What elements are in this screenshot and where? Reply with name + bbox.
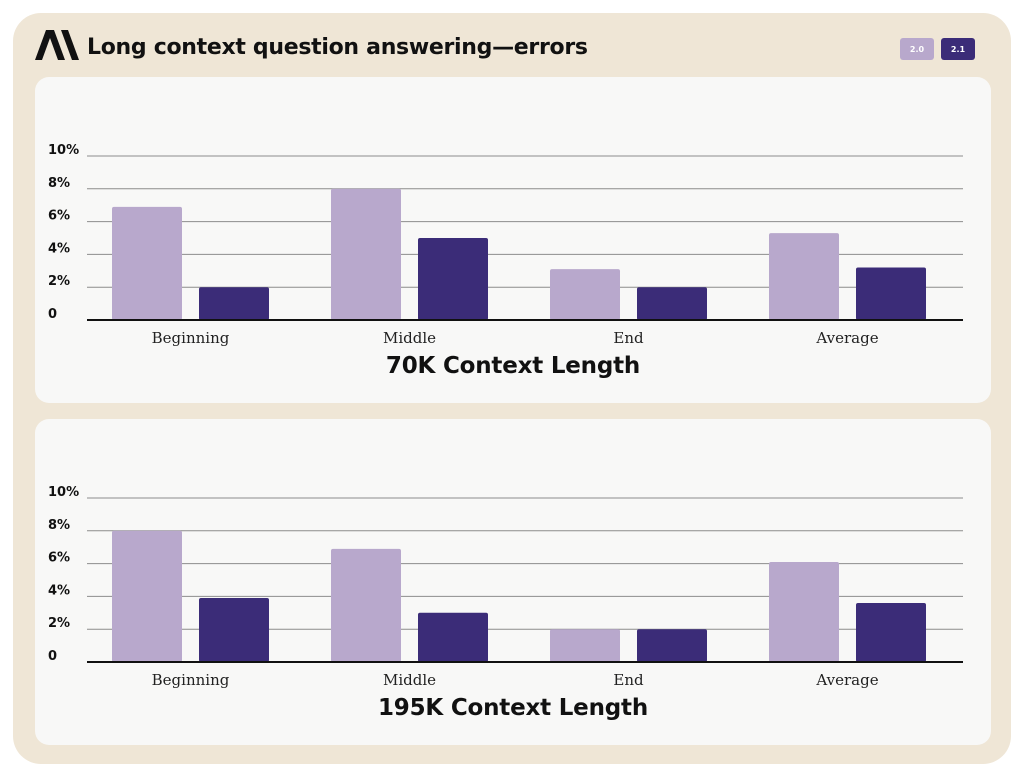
x-tick-label-beginning: Beginning <box>152 329 230 347</box>
bar-chart-70k: 0 2% 4% 6% 8% 10% Beginning Middle End Average <box>48 143 963 347</box>
y-tick-label: 8% <box>48 176 70 191</box>
x-tick-label-beginning: Beginning <box>152 671 230 689</box>
legend-item-2-0: 2.0 <box>900 38 934 60</box>
y-tick-label: 10% <box>48 485 79 500</box>
y-tick-label: 2% <box>48 274 70 289</box>
bar-average-2-0 <box>769 561 839 662</box>
bar-end-2-1 <box>637 287 707 320</box>
y-tick-label: 10% <box>48 143 79 158</box>
bar-average-2-1 <box>856 267 926 320</box>
bar-middle-2-0 <box>331 188 401 320</box>
bar-beginning-2-1 <box>199 598 269 662</box>
header: Long context question answering—errors 2… <box>13 13 1011 77</box>
bar-middle-2-1 <box>418 612 488 662</box>
y-tick-label: 0 <box>48 649 57 664</box>
bar-average-2-1 <box>856 602 926 662</box>
y-tick-label: 4% <box>48 583 70 598</box>
anthropic-logo-icon <box>35 30 79 60</box>
bar-end-2-0 <box>550 629 620 662</box>
chart-panel-70k: 0 2% 4% 6% 8% 10% Beginning Middle End Average 70… <box>35 77 991 403</box>
y-tick-label: 4% <box>48 241 70 256</box>
bar-beginning-2-1 <box>199 287 269 320</box>
y-tick-label: 6% <box>48 209 70 224</box>
x-tick-label-middle: Middle <box>383 671 436 689</box>
x-tick-label-end: End <box>613 671 644 689</box>
x-tick-label-average: Average <box>815 671 878 689</box>
y-tick-label: 8% <box>48 518 70 533</box>
bar-end-2-1 <box>637 629 707 662</box>
bar-beginning-2-0 <box>112 206 182 320</box>
y-tick-label: 6% <box>48 551 70 566</box>
x-tick-label-end: End <box>613 329 644 347</box>
y-tick-label: 2% <box>48 616 70 631</box>
y-tick-label: 0 <box>48 307 57 322</box>
x-tick-label-middle: Middle <box>383 329 436 347</box>
legend: 2.0 2.1 <box>900 38 975 60</box>
chart-title-70k: 70K Context Length <box>385 353 641 379</box>
bar-middle-2-1 <box>418 238 488 320</box>
legend-item-2-1: 2.1 <box>941 38 975 60</box>
bar-chart-195k: 0 2% 4% 6% 8% 10% Beginning Middle End Average <box>48 485 963 689</box>
x-tick-label-average: Average <box>815 329 878 347</box>
bar-beginning-2-0 <box>112 530 182 662</box>
chart-panel-195k: 0 2% 4% 6% 8% 10% Beginning Middle End Average 19… <box>35 419 991 745</box>
bar-end-2-0 <box>550 269 620 320</box>
bar-middle-2-0 <box>331 548 401 662</box>
chart-title-195k: 195K Context Length <box>378 695 648 721</box>
page-title: Long context question answering—errors <box>87 35 588 60</box>
chart-card: Long context question answering—errors 2… <box>13 13 1011 764</box>
bar-average-2-0 <box>769 233 839 320</box>
